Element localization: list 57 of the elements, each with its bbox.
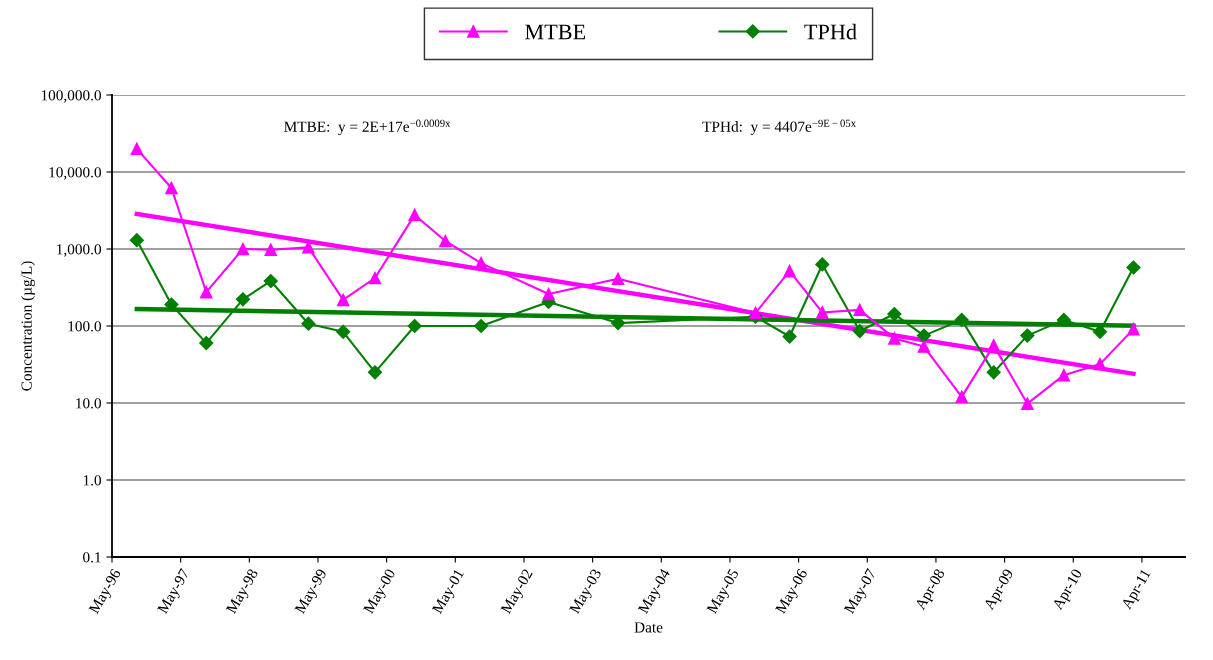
y-tick-label: 1,000.0 (57, 244, 101, 257)
point (611, 272, 625, 286)
point (301, 316, 316, 331)
point (264, 243, 278, 256)
y-tick-label: 0.1 (83, 552, 101, 563)
point (235, 292, 251, 307)
point (263, 273, 278, 289)
y-tick-label: 10,000.0 (49, 167, 101, 180)
point (336, 324, 351, 339)
point (1020, 328, 1035, 343)
y-tick-label: 1.0 (83, 475, 101, 486)
point (336, 293, 350, 307)
y-tick-label: 10.0 (76, 398, 101, 409)
x-axis-title: Date (634, 622, 663, 633)
legend-label: TPHd (804, 23, 857, 40)
point (986, 365, 1001, 380)
point (887, 306, 902, 322)
annotation: TPHd: y = 4407e$^{−9E−05x}$ (702, 119, 856, 135)
legend-label: MTBE (525, 24, 586, 40)
point (407, 318, 422, 334)
annotation: MTBE: y = 2E+17e$^{−0.0009x}$ (284, 119, 451, 135)
point (236, 242, 250, 256)
point (199, 285, 213, 299)
y-tick-label: 100,000.0 (41, 90, 101, 103)
point (474, 256, 488, 270)
point (955, 390, 968, 404)
y-tick-label: 100.0 (68, 321, 101, 332)
point (129, 233, 144, 248)
point (783, 264, 796, 278)
point (130, 142, 144, 156)
point (1021, 397, 1034, 410)
point (474, 318, 489, 334)
point (816, 306, 829, 319)
point (368, 271, 382, 285)
y-axis-title: Concentration (µg/L) (21, 261, 35, 391)
point (199, 336, 214, 351)
point (853, 303, 867, 317)
point (782, 329, 797, 344)
point (888, 332, 901, 345)
point (542, 287, 555, 301)
point (1127, 322, 1140, 336)
point (367, 365, 383, 380)
point (165, 181, 178, 195)
point (164, 297, 179, 312)
point (749, 306, 762, 320)
point (1093, 357, 1107, 371)
point (1126, 260, 1141, 275)
point (954, 312, 969, 327)
point (916, 328, 931, 343)
point (987, 339, 1000, 352)
point (1056, 312, 1071, 327)
point (815, 257, 830, 272)
point (1057, 368, 1071, 382)
point (917, 340, 931, 353)
point (408, 208, 421, 222)
point (439, 234, 452, 248)
point (852, 323, 867, 339)
